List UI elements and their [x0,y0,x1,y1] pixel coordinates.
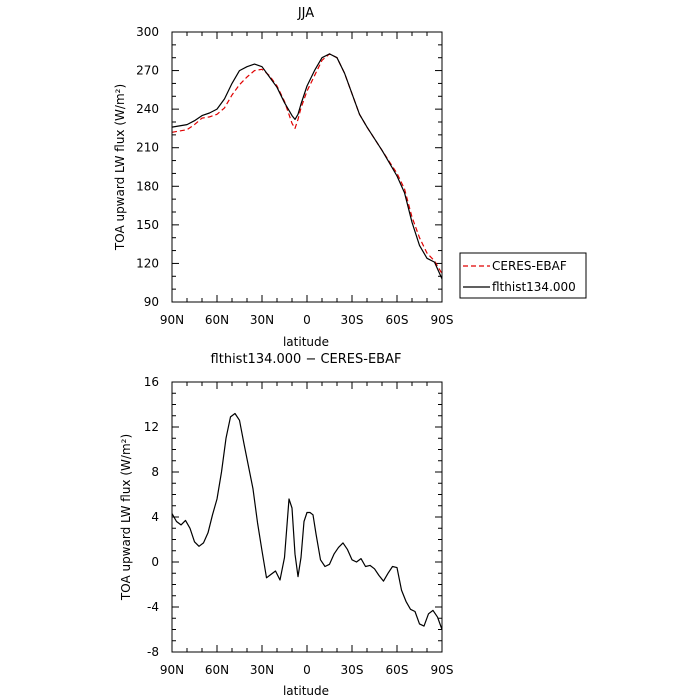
bottom-chart-ylabel: TOA upward LW flux (W/m²) [119,434,133,601]
bottom-chart-lines [171,412,443,630]
legend-label-ceres-ebaf: CERES-EBAF [492,259,567,273]
bottom-chart-xlabel: latitude [283,684,329,698]
top-x-tick-label: 30N [250,313,274,327]
top-x-tick-label: 0 [303,313,311,327]
bottom-chart-frame [171,381,443,653]
top-y-tick-label: 90 [144,295,159,309]
bottom-y-tick-label: 4 [151,510,159,524]
top-y-tick-label: 270 [136,64,159,78]
bottom-series-line-0 [171,412,443,630]
top-chart-title: JJA [297,6,314,21]
top-chart-ylabel: TOA upward LW flux (W/m²) [113,84,127,251]
bottom-chart-title: flthist134.000 − CERES-EBAF [211,352,402,367]
bottom-y-tick-label: 0 [151,555,159,569]
top-chart-ticks: 90N 60N 30N 0 30S 60S 90S 90 120 150 180 210 240 270 3… [136,25,453,327]
bottom-x-tick-label: 60N [205,663,229,677]
top-series-line-0 [171,53,443,275]
bottom-chart-ticks: 90N 60N 30N 0 30S 60S 90S -8 -4 0 4 8 12 16 [144,375,454,677]
top-chart-xlabel: latitude [283,335,329,349]
bottom-x-tick-label: 90S [431,663,454,677]
top-chart-lines [171,53,443,280]
top-x-tick-label: 90N [160,313,184,327]
legend: CERES-EBAF flthist134.000 [459,252,587,299]
top-x-tick-label: 60S [386,313,409,327]
top-y-tick-label: 300 [136,25,159,39]
top-y-tick-label: 180 [136,179,159,193]
top-x-tick-label: 60N [205,313,229,327]
top-chart-panel: JJA TOA upward LW flux (W/m²) latitude 9… [113,6,587,349]
bottom-y-tick-label: 16 [144,375,159,389]
bottom-x-tick-label: 60S [386,663,409,677]
top-y-tick-label: 120 [136,256,159,270]
top-x-tick-label: 90S [431,313,454,327]
legend-box [459,252,587,299]
bottom-x-tick-label: 30N [250,663,274,677]
bottom-chart-panel: flthist134.000 − CERES-EBAF TOA upward L… [119,352,453,698]
bottom-y-tick-label: 12 [144,420,159,434]
bottom-y-tick-label: 8 [151,465,159,479]
bottom-y-tick-label: -8 [147,645,159,659]
bottom-x-tick-label: 90N [160,663,184,677]
top-y-tick-label: 240 [136,102,159,116]
top-chart-frame [171,31,443,303]
top-x-tick-label: 30S [341,313,364,327]
bottom-y-tick-label: -4 [147,600,159,614]
bottom-x-tick-label: 0 [303,663,311,677]
top-y-tick-label: 210 [136,141,159,155]
top-series-line-1 [171,53,443,280]
top-y-tick-label: 150 [136,218,159,232]
legend-label-flthist: flthist134.000 [492,280,576,294]
bottom-x-tick-label: 30S [341,663,364,677]
